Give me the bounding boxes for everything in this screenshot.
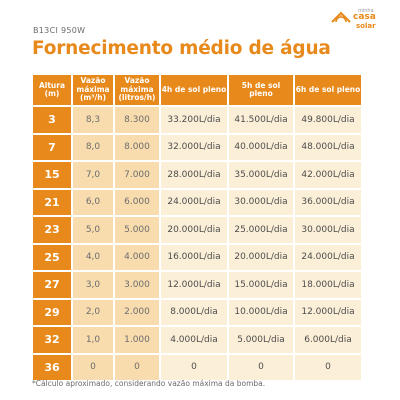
cell-4h: 12.000L/dia (159, 270, 229, 300)
cell-5h: 25.000L/dia (227, 215, 295, 245)
cell-4h: 24.000L/dia (159, 187, 229, 217)
cell-5h: 20.000L/dia (227, 242, 295, 272)
cell-altura: 3 (31, 105, 73, 135)
cell-4h: 33.200L/dia (159, 105, 229, 135)
cell-6h: 12.000L/dia (293, 297, 363, 327)
table-row: 25 4,0 4.000 16.000L/dia 20.000L/dia 24.… (31, 242, 363, 272)
table-row: 36 0 0 0 0 0 (31, 352, 363, 382)
cell-altura: 21 (31, 187, 73, 217)
cell-vazao-m3h: 5,0 (71, 215, 115, 245)
cell-vazao-m3h: 0 (71, 352, 115, 382)
cell-4h: 4.000L/dia (159, 325, 229, 355)
cell-5h: 35.000L/dia (227, 160, 295, 190)
cell-5h: 0 (227, 352, 295, 382)
cell-vazao-litros: 7.000 (113, 160, 161, 190)
cell-vazao-litros: 3.000 (113, 270, 161, 300)
table-row: 29 2,0 2.000 8.000L/dia 10.000L/dia 12.0… (31, 297, 363, 327)
cell-altura: 32 (31, 325, 73, 355)
table-row: 32 1,0 1.000 4.000L/dia 5.000L/dia 6.000… (31, 325, 363, 355)
footnote: *Cálculo aproximado, considerando vazão … (32, 379, 266, 388)
cell-altura: 36 (31, 352, 73, 382)
cell-vazao-m3h: 6,0 (71, 187, 115, 217)
header-vazao-m3h: Vazão máxima (m³/h) (71, 73, 115, 107)
cell-vazao-litros: 0 (113, 352, 161, 382)
cell-6h: 42.000L/dia (293, 160, 363, 190)
cell-6h: 49.800L/dia (293, 105, 363, 135)
cell-5h: 41.500L/dia (227, 105, 295, 135)
cell-vazao-litros: 8.000 (113, 132, 161, 162)
cell-altura: 29 (31, 297, 73, 327)
cell-vazao-m3h: 7,0 (71, 160, 115, 190)
cell-6h: 0 (293, 352, 363, 382)
cell-4h: 16.000L/dia (159, 242, 229, 272)
table-row: 7 8,0 8.000 32.000L/dia 40.000L/dia 48.0… (31, 132, 363, 162)
logo-text-minha: minha (358, 8, 374, 14)
table-row: 15 7,0 7.000 28.000L/dia 35.000L/dia 42.… (31, 160, 363, 190)
cell-5h: 40.000L/dia (227, 132, 295, 162)
cell-4h: 8.000L/dia (159, 297, 229, 327)
cell-5h: 5.000L/dia (227, 325, 295, 355)
cell-4h: 20.000L/dia (159, 215, 229, 245)
cell-vazao-m3h: 3,0 (71, 270, 115, 300)
house-sun-icon (331, 11, 351, 23)
cell-vazao-m3h: 2,0 (71, 297, 115, 327)
table-row: 27 3,0 3.000 12.000L/dia 15.000L/dia 18.… (31, 270, 363, 300)
cell-5h: 30.000L/dia (227, 187, 295, 217)
cell-vazao-litros: 2.000 (113, 297, 161, 327)
cell-vazao-m3h: 8,3 (71, 105, 115, 135)
logo-text-casa: casa (353, 12, 376, 22)
cell-6h: 48.000L/dia (293, 132, 363, 162)
model-label: B13CI 950W (33, 26, 86, 35)
table-header-row: Altura (m) Vazão máxima (m³/h) Vazão máx… (31, 73, 363, 107)
cell-vazao-m3h: 1,0 (71, 325, 115, 355)
cell-6h: 6.000L/dia (293, 325, 363, 355)
cell-vazao-m3h: 4,0 (71, 242, 115, 272)
cell-altura: 7 (31, 132, 73, 162)
header-vazao-litros: Vazão máxima (litros/h) (113, 73, 161, 107)
header-altura: Altura (m) (31, 73, 73, 107)
logo-text-solar: solar (356, 22, 376, 30)
brand-logo: minha casa solar (330, 6, 390, 34)
cell-6h: 30.000L/dia (293, 215, 363, 245)
cell-vazao-litros: 5.000 (113, 215, 161, 245)
cell-vazao-m3h: 8,0 (71, 132, 115, 162)
cell-altura: 15 (31, 160, 73, 190)
cell-altura: 27 (31, 270, 73, 300)
cell-altura: 25 (31, 242, 73, 272)
cell-4h: 0 (159, 352, 229, 382)
cell-4h: 28.000L/dia (159, 160, 229, 190)
cell-vazao-litros: 6.000 (113, 187, 161, 217)
table-row: 3 8,3 8.300 33.200L/dia 41.500L/dia 49.8… (31, 105, 363, 135)
cell-altura: 23 (31, 215, 73, 245)
cell-6h: 24.000L/dia (293, 242, 363, 272)
cell-6h: 18.000L/dia (293, 270, 363, 300)
header-6h-sol: 6h de sol pleno (293, 73, 363, 107)
cell-5h: 10.000L/dia (227, 297, 295, 327)
table-row: 21 6,0 6.000 24.000L/dia 30.000L/dia 36.… (31, 187, 363, 217)
header-5h-sol: 5h de sol pleno (227, 73, 295, 107)
cell-4h: 32.000L/dia (159, 132, 229, 162)
cell-5h: 15.000L/dia (227, 270, 295, 300)
header-4h-sol: 4h de sol pleno (159, 73, 229, 107)
cell-vazao-litros: 1.000 (113, 325, 161, 355)
water-supply-table: Altura (m) Vazão máxima (m³/h) Vazão máx… (31, 73, 363, 382)
cell-6h: 36.000L/dia (293, 187, 363, 217)
cell-vazao-litros: 8.300 (113, 105, 161, 135)
table-row: 23 5,0 5.000 20.000L/dia 25.000L/dia 30.… (31, 215, 363, 245)
cell-vazao-litros: 4.000 (113, 242, 161, 272)
page-title: Fornecimento médio de água (32, 38, 331, 59)
